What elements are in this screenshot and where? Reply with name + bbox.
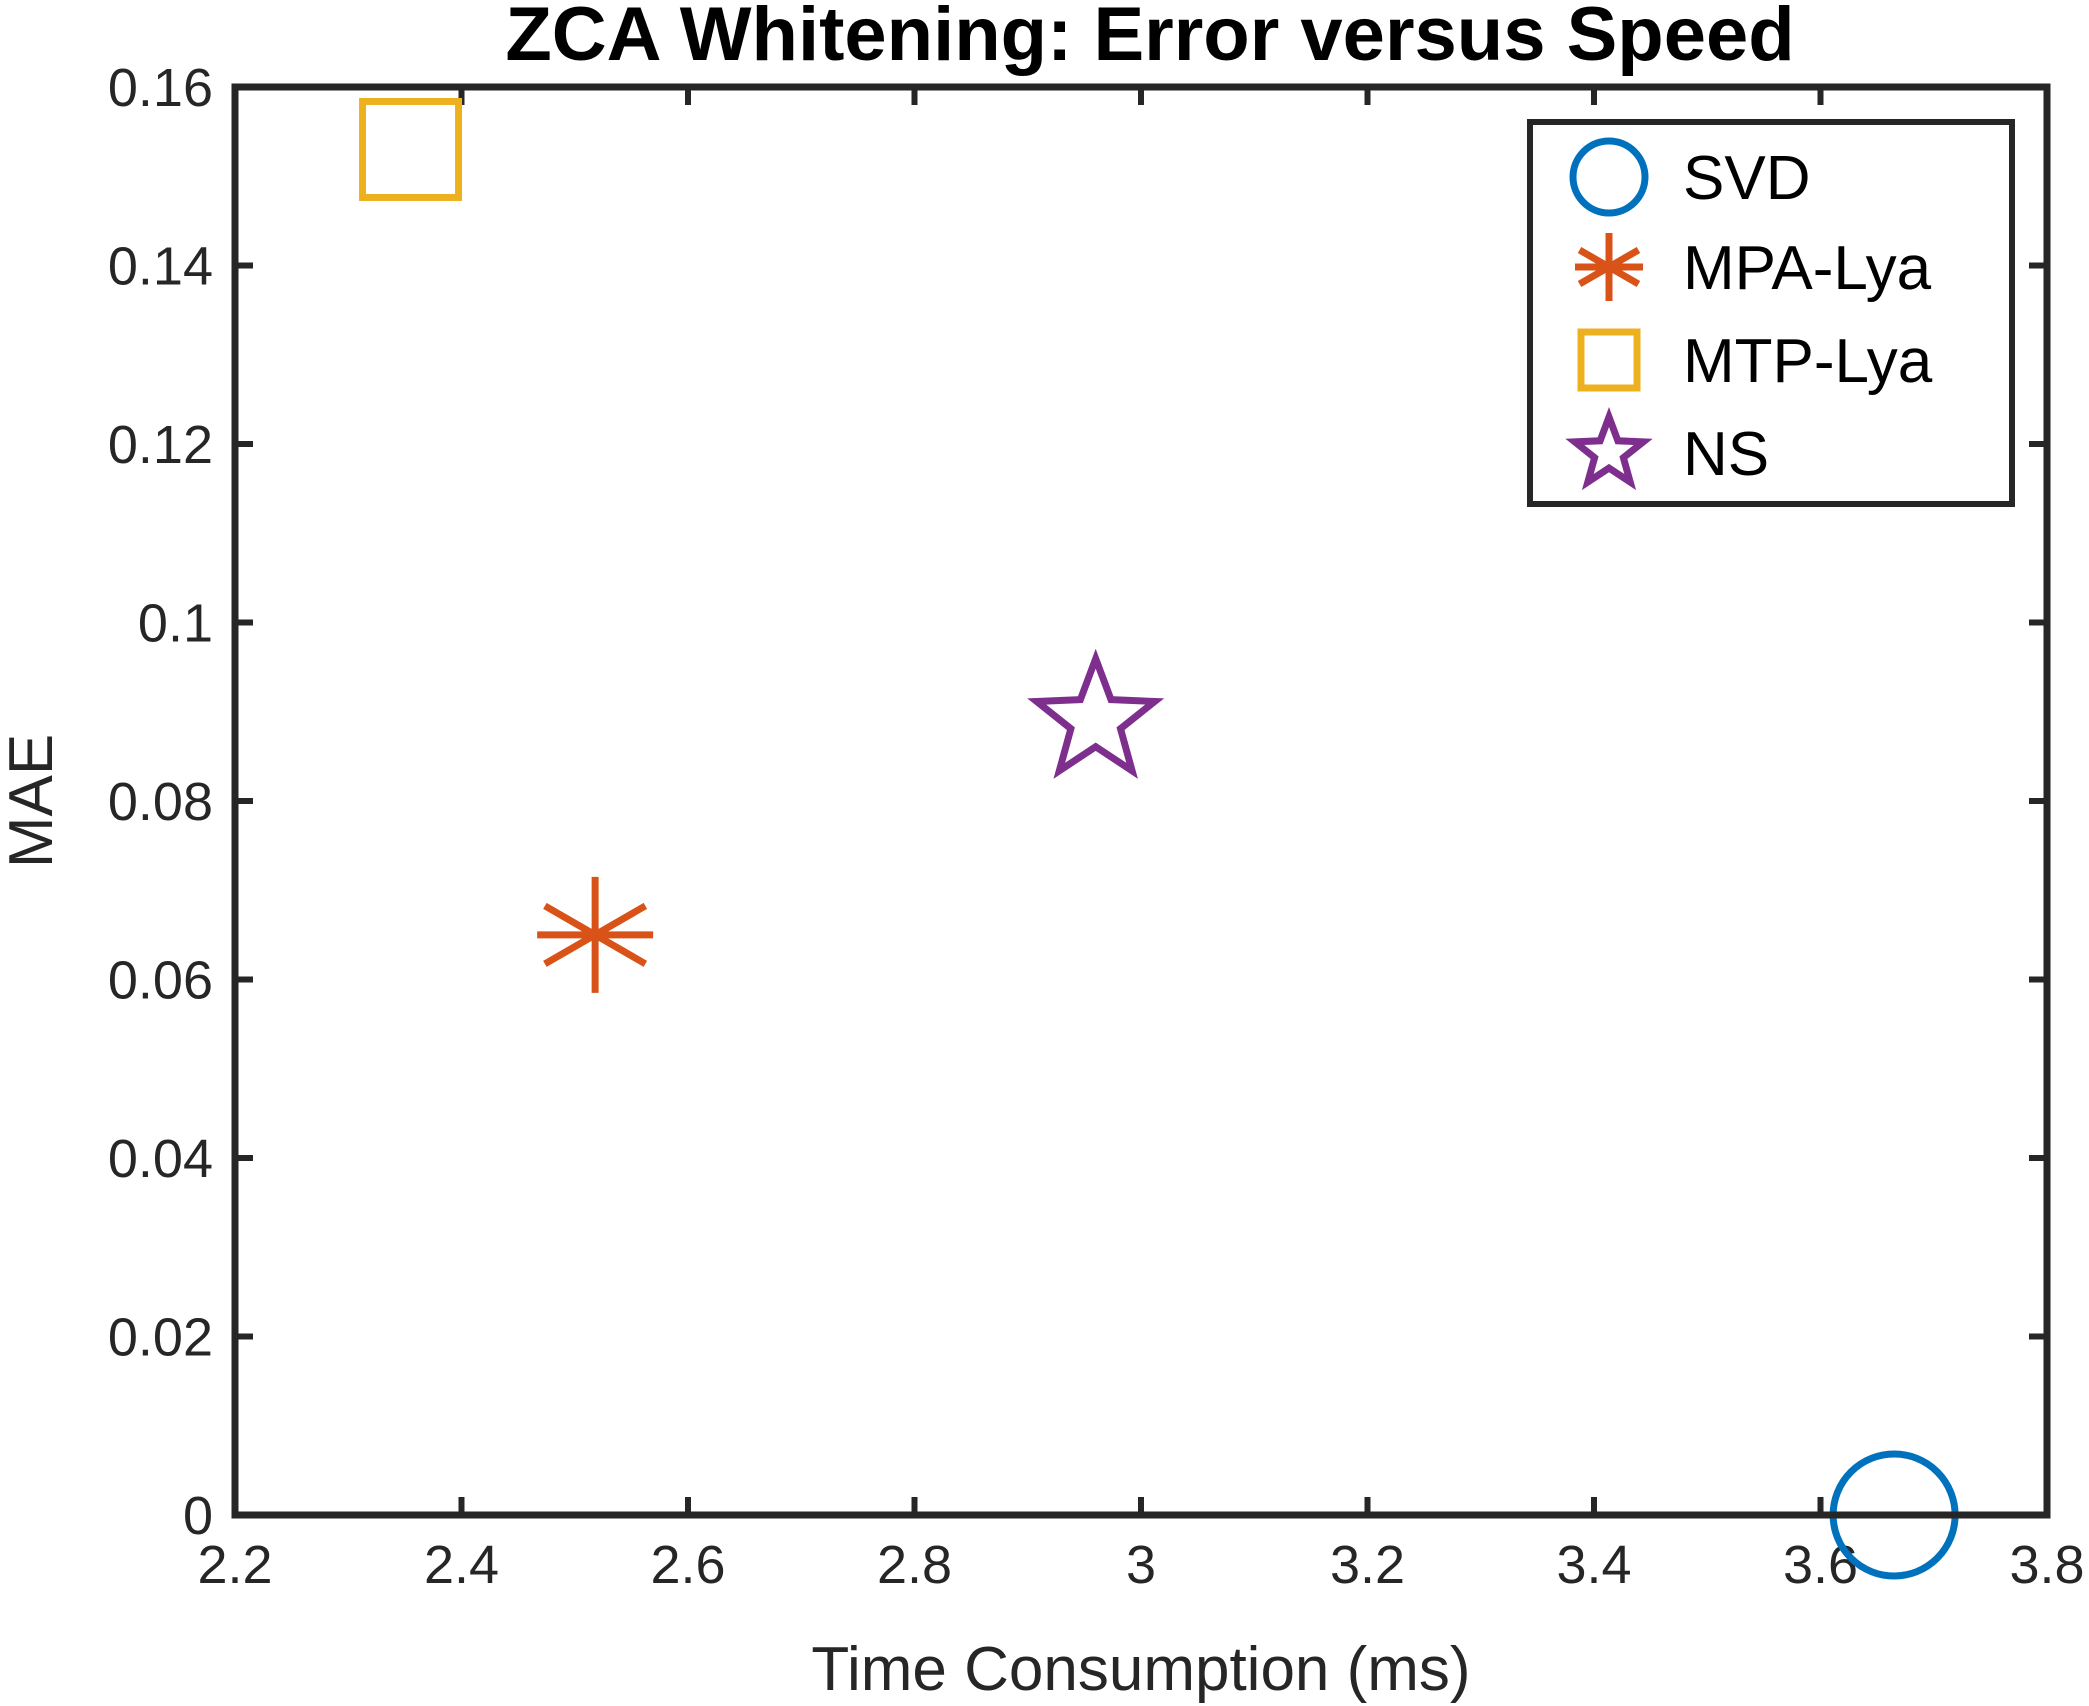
- x-tick-label: 3.6: [1783, 1535, 1858, 1595]
- y-axis-label: MAE: [0, 734, 66, 868]
- y-tick-label: 0.1: [138, 594, 213, 654]
- legend-marker-svd: [1569, 137, 1649, 217]
- legend-items: SVD MPA-Lya MTP-Lya NS: [1565, 137, 1933, 491]
- plot-frame: [231, 83, 2051, 1519]
- x-tick-label: 3.4: [1556, 1535, 1631, 1595]
- y-tick-label: 0.12: [108, 415, 213, 475]
- legend-marker-ns: [1565, 407, 1653, 491]
- marker-ns: [1027, 648, 1165, 779]
- y-tick-label: 0.14: [108, 237, 213, 297]
- marker-mpa-lya: [537, 876, 654, 993]
- y-tick-label: 0.08: [108, 772, 213, 832]
- tick-labels: 2.2 2.4 2.6 2.8 3 3.2 3.4 3.6 3.8 0 0.02 0.04 0.06 0.…: [108, 58, 2085, 1595]
- y-tick-label: 0.16: [108, 58, 213, 118]
- x-tick-label: 2.8: [877, 1535, 952, 1595]
- x-tick-label: 2.2: [197, 1535, 272, 1595]
- y-tick-label: 0.04: [108, 1129, 213, 1189]
- y-tick-label: 0.02: [108, 1308, 213, 1368]
- x-tick-label: 2.4: [424, 1535, 499, 1595]
- legend-label-svd: SVD: [1683, 144, 1810, 213]
- legend-label-ns: NS: [1683, 420, 1769, 489]
- x-tick-label: 3: [1126, 1535, 1156, 1595]
- legend-marker-mpa-lya: [1575, 233, 1643, 301]
- x-axis-label: Time Consumption (ms): [811, 1635, 1470, 1704]
- x-tick-label: 3.8: [2009, 1535, 2084, 1595]
- x-tick-label: 2.6: [650, 1535, 725, 1595]
- legend-label-mtp-lya: MTP-Lya: [1683, 327, 1933, 396]
- legend-box: [1527, 119, 2015, 507]
- legend: SVD MPA-Lya MTP-Lya NS: [1527, 119, 2015, 507]
- x-tick-label: 3.2: [1330, 1535, 1405, 1595]
- legend-marker-mtp-lya: [1577, 328, 1641, 392]
- legend-label-mpa-lya: MPA-Lya: [1683, 234, 1932, 303]
- y-tick-label: 0.06: [108, 951, 213, 1011]
- chart-title: ZCA Whitening: Error versus Speed: [505, 0, 1794, 77]
- y-tick-label: 0: [183, 1486, 213, 1546]
- marker-mtp-lya: [359, 97, 463, 201]
